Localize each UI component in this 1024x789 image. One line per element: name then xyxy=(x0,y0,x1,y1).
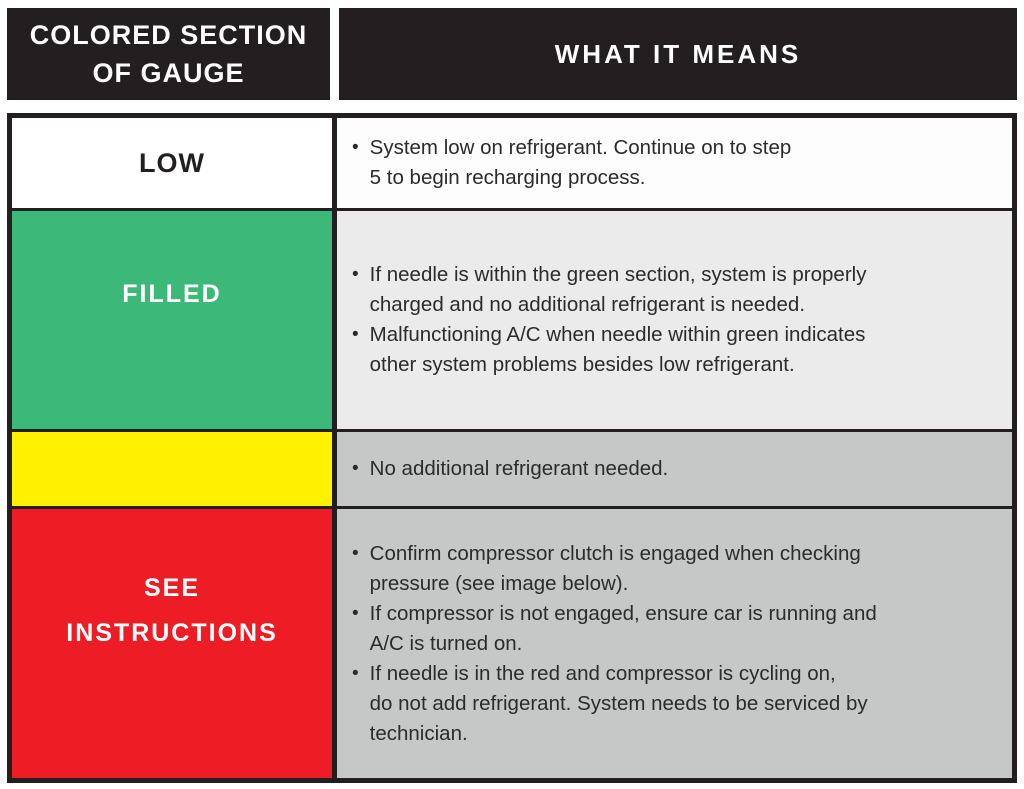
list-item: • If needle is within the green section,… xyxy=(352,260,992,320)
list-item: • Malfunctioning A/C when needle within … xyxy=(352,320,992,380)
gauge-swatch-see-instructions: SEE INSTRUCTIONS xyxy=(12,509,337,778)
bullet-text: Confirm compressor clutch is engaged whe… xyxy=(369,541,861,595)
bullet-text: If needle is within the green section, s… xyxy=(369,263,867,316)
list-item: • If needle is in the red and compressor… xyxy=(352,659,992,749)
gauge-swatch-low: LOW xyxy=(12,118,337,211)
meaning-cell-yellow: • No additional refrigerant needed. xyxy=(337,432,1012,509)
list-item: • Confirm compressor clutch is engaged w… xyxy=(352,539,992,599)
meaning-cell-low: • System low on refrigerant. Continue on… xyxy=(337,118,1012,211)
bullet-icon: • xyxy=(352,542,359,564)
bullet-icon: • xyxy=(352,662,359,684)
bullet-text: If compressor is not engaged, ensure car… xyxy=(369,601,877,655)
bullet-text: Malfunctioning A/C when needle within gr… xyxy=(369,323,866,376)
list-item: • No additional refrigerant needed. xyxy=(352,454,992,484)
header-gauge-column: COLORED SECTION OF GAUGE xyxy=(7,8,330,100)
bullet-text: If needle is in the red and compressor i… xyxy=(369,661,868,745)
table-header-row: COLORED SECTION OF GAUGE WHAT IT MEANS xyxy=(7,8,1017,100)
bullet-icon: • xyxy=(352,324,359,345)
header-meaning-column: WHAT IT MEANS xyxy=(339,8,1017,100)
meaning-cell-filled: • If needle is within the green section,… xyxy=(337,211,1012,432)
bullet-text: No additional refrigerant needed. xyxy=(369,457,669,480)
bullet-icon: • xyxy=(352,602,359,624)
list-item: • System low on refrigerant. Continue on… xyxy=(352,133,992,193)
bullet-icon: • xyxy=(352,458,359,479)
bullet-text: System low on refrigerant. Continue on t… xyxy=(369,136,792,189)
gauge-swatch-filled: FILLED xyxy=(12,211,337,432)
meaning-cell-see-instructions: • Confirm compressor clutch is engaged w… xyxy=(337,509,1012,778)
bullet-icon: • xyxy=(352,137,359,158)
list-item: • If compressor is not engaged, ensure c… xyxy=(352,599,992,659)
gauge-swatch-yellow xyxy=(12,432,337,509)
gauge-meaning-table: LOW • System low on refrigerant. Continu… xyxy=(7,113,1017,783)
bullet-icon: • xyxy=(352,264,359,285)
